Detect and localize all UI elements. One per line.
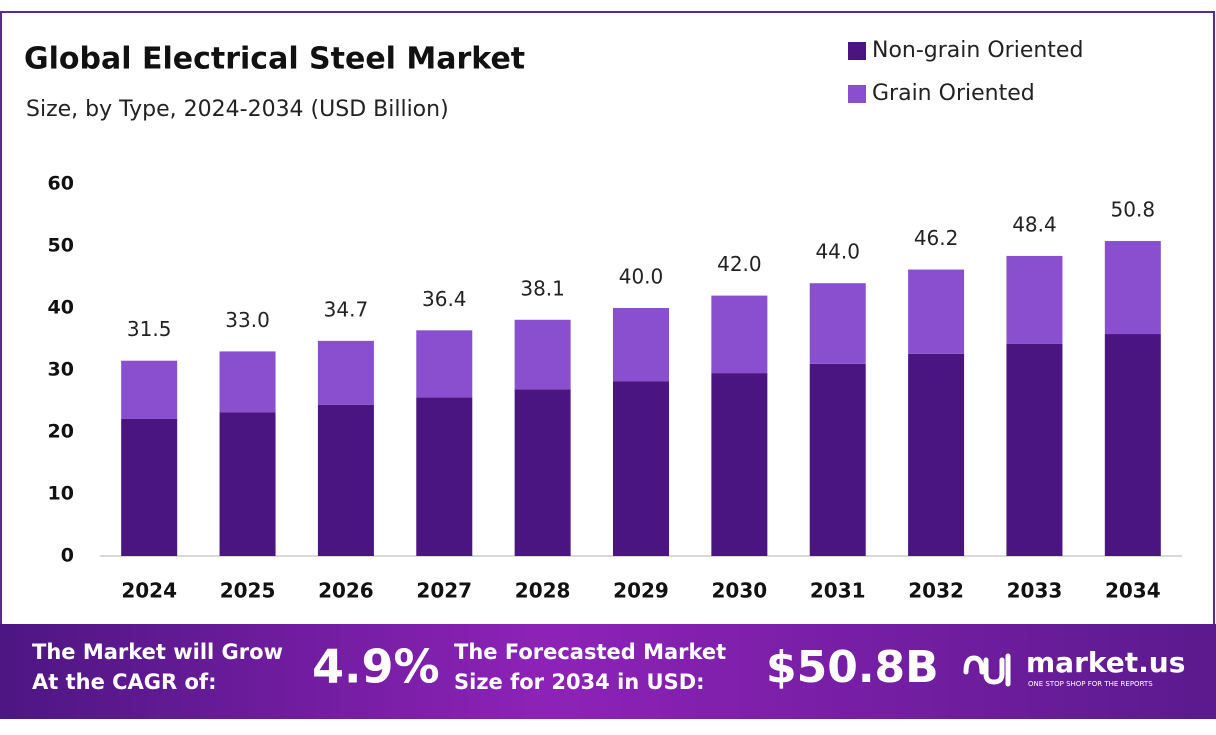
bar-segment (1104, 334, 1161, 556)
x-tick-label: 2029 (613, 579, 669, 603)
x-tick-label: 2031 (810, 579, 866, 603)
legend-label: Non-grain Oriented (872, 38, 1083, 63)
x-tick-label: 2025 (220, 579, 276, 603)
cagr-line: At the CAGR of: (32, 670, 217, 694)
bar-segment (908, 269, 965, 354)
chart-title: Global Electrical Steel Market (24, 42, 525, 77)
x-tick-label: 2033 (1007, 579, 1063, 603)
y-tick-label: 50 (48, 235, 74, 257)
x-tick-label: 2034 (1105, 579, 1161, 603)
total-label: 38.1 (520, 276, 565, 300)
brand-logo (963, 653, 1011, 687)
bar-segment (1104, 241, 1161, 335)
x-tick-label: 2028 (515, 579, 571, 603)
bar-segment (908, 353, 965, 556)
total-label: 42.0 (717, 252, 762, 276)
bar-segment (416, 397, 473, 556)
total-label: 44.0 (815, 240, 860, 264)
bar-segment (416, 330, 473, 398)
bar-segment (219, 351, 276, 413)
bar-segment (317, 340, 374, 405)
cagr-line: The Market will Grow (32, 640, 283, 664)
bar-segment (317, 404, 374, 556)
bar-segment (613, 308, 669, 382)
bar-segment (514, 319, 571, 390)
legend-swatch (848, 85, 866, 103)
legend-swatch (848, 42, 866, 60)
total-label: 31.5 (127, 317, 172, 341)
total-label: 36.4 (422, 287, 467, 311)
total-label: 33.0 (225, 308, 270, 332)
y-tick-label: 20 (48, 421, 74, 443)
bar-segment (1006, 255, 1063, 344)
y-tick-label: 60 (48, 173, 74, 195)
bar-segment (121, 418, 178, 556)
bar-segment (613, 381, 669, 556)
chart-subtitle: Size, by Type, 2024-2034 (USD Billion) (26, 97, 449, 122)
forecast-text: The Forecasted Market Size for 2034 in U… (454, 640, 734, 694)
y-tick-label: 40 (48, 297, 74, 319)
total-label: 48.4 (1012, 212, 1057, 236)
x-tick-label: 2032 (908, 579, 964, 603)
y-tick-label: 10 (48, 483, 74, 505)
cagr-text: The Market will Grow At the CAGR of: (32, 640, 290, 694)
total-label: 40.0 (619, 265, 664, 289)
total-label: 50.8 (1111, 198, 1156, 222)
y-tick-label: 0 (61, 545, 74, 567)
x-tick-label: 2027 (416, 579, 472, 603)
total-label: 46.2 (914, 226, 959, 250)
cagr-value: 4.9% (312, 640, 440, 694)
bar-segment (514, 389, 571, 556)
bar-segment (809, 363, 866, 556)
forecast-line: Size for 2034 in USD: (454, 670, 705, 694)
forecast-value: $50.8B (766, 642, 939, 693)
x-tick-label: 2030 (712, 579, 768, 603)
brand-tagline: ONE STOP SHOP FOR THE REPORTS (1028, 680, 1153, 688)
y-tick-label: 30 (48, 359, 74, 381)
bar-segment (711, 373, 768, 556)
footer-band (0, 624, 1216, 719)
bar-segment (219, 412, 276, 556)
bar-segment (121, 360, 178, 419)
brand-name: market.us (1026, 646, 1185, 679)
x-tick-label: 2024 (121, 579, 177, 603)
legend-label: Grain Oriented (872, 81, 1035, 106)
bar-segment (1006, 343, 1063, 556)
x-tick-label: 2026 (318, 579, 374, 603)
bar-segment (711, 295, 768, 374)
forecast-line: The Forecasted Market (454, 640, 726, 664)
bar-segment (809, 283, 866, 364)
total-label: 34.7 (324, 297, 369, 321)
